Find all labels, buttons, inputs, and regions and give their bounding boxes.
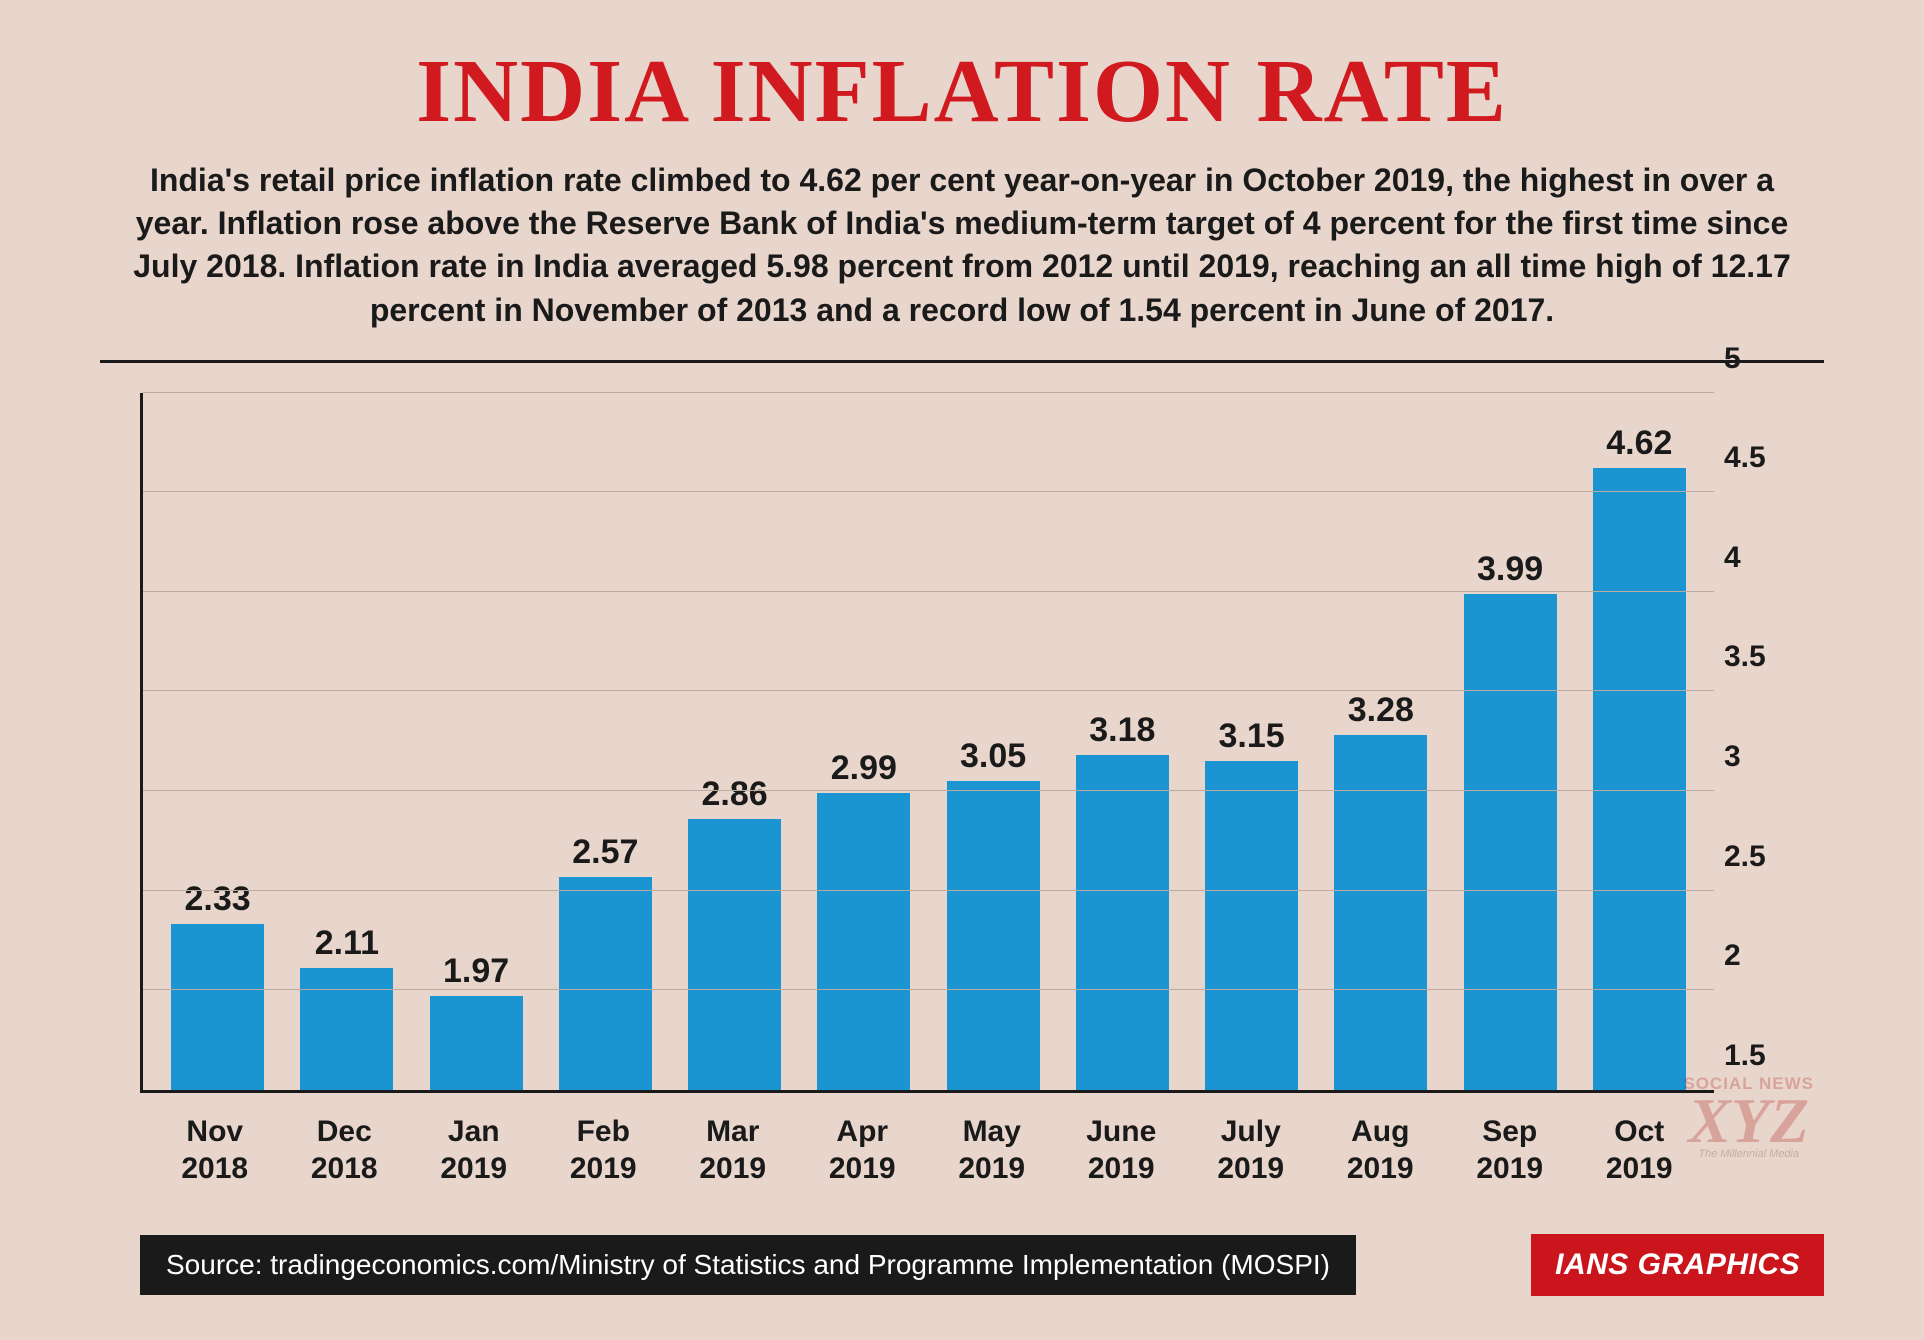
- bar-slot: 3.99: [1446, 393, 1575, 1090]
- bar-chart: 2.33 2.11 1.97 2.57 2.86 2.99 3.05 3.18 3.15 3.28…: [100, 383, 1824, 1203]
- bar-slot: 3.18: [1058, 393, 1187, 1090]
- gridline: [143, 890, 1714, 891]
- y-tick-label: 3: [1724, 740, 1784, 774]
- bar: 4.62: [1593, 468, 1686, 1089]
- x-tick-label: Dec2018: [280, 1103, 410, 1203]
- x-axis-labels: Nov2018Dec2018Jan2019Feb2019Mar2019Apr20…: [140, 1103, 1714, 1203]
- bar-slot: 2.86: [670, 393, 799, 1090]
- divider-line: [100, 360, 1824, 363]
- x-tick-label: Aug2019: [1316, 1103, 1446, 1203]
- gridline: [143, 591, 1714, 592]
- bar: 2.99: [817, 793, 910, 1090]
- x-tick-label: Nov2018: [150, 1103, 280, 1203]
- bar-value-label: 4.62: [1606, 424, 1672, 463]
- bar-slot: 2.11: [282, 393, 411, 1090]
- bar: 3.99: [1464, 594, 1557, 1090]
- bar-slot: 1.97: [412, 393, 541, 1090]
- gridline: [143, 790, 1714, 791]
- bar-value-label: 3.18: [1089, 711, 1155, 750]
- bar: 2.33: [171, 924, 264, 1089]
- y-tick-label: 4.5: [1724, 441, 1784, 475]
- page-title: INDIA INFLATION RATE: [100, 40, 1824, 143]
- bar-value-label: 2.86: [702, 775, 768, 814]
- bar-value-label: 2.57: [572, 833, 638, 872]
- subtitle-text: India's retail price inflation rate clim…: [100, 159, 1824, 332]
- y-tick-label: 1.5: [1724, 1039, 1784, 1073]
- bar-value-label: 1.97: [443, 952, 509, 991]
- x-tick-label: Oct2019: [1575, 1103, 1705, 1203]
- infographic-container: INDIA INFLATION RATE India's retail pric…: [0, 0, 1924, 1243]
- bar-slot: 4.62: [1575, 393, 1704, 1090]
- bar: 3.18: [1076, 755, 1169, 1090]
- bar-value-label: 3.15: [1219, 717, 1285, 756]
- x-tick-label: Jan2019: [409, 1103, 539, 1203]
- bar-slot: 2.99: [799, 393, 928, 1090]
- bar: 2.11: [300, 968, 393, 1089]
- bar: 2.86: [688, 819, 781, 1090]
- bars-group: 2.33 2.11 1.97 2.57 2.86 2.99 3.05 3.18 3.15 3.28…: [143, 393, 1714, 1090]
- y-tick-label: 2: [1724, 939, 1784, 973]
- x-tick-label: July2019: [1186, 1103, 1316, 1203]
- gridline: [143, 989, 1714, 990]
- brand-badge: IANS GRAPHICS: [1531, 1234, 1824, 1296]
- bar: 3.28: [1334, 735, 1427, 1089]
- plot-area: 2.33 2.11 1.97 2.57 2.86 2.99 3.05 3.18 3.15 3.28…: [140, 393, 1714, 1093]
- gridline: [143, 392, 1714, 393]
- bar-slot: 3.05: [929, 393, 1058, 1090]
- footer: Source: tradingeconomics.com/Ministry of…: [140, 1234, 1824, 1296]
- gridline: [143, 491, 1714, 492]
- bar-slot: 2.33: [153, 393, 282, 1090]
- x-tick-label: Apr2019: [798, 1103, 928, 1203]
- bar-value-label: 2.99: [831, 749, 897, 788]
- bar-value-label: 3.99: [1477, 550, 1543, 589]
- x-tick-label: June2019: [1057, 1103, 1187, 1203]
- y-tick-label: 3.5: [1724, 640, 1784, 674]
- bar-value-label: 3.05: [960, 737, 1026, 776]
- bar-slot: 2.57: [541, 393, 670, 1090]
- x-tick-label: Sep2019: [1445, 1103, 1575, 1203]
- bar-slot: 3.15: [1187, 393, 1316, 1090]
- bar-value-label: 2.11: [315, 924, 379, 963]
- bar: 2.57: [559, 877, 652, 1090]
- x-tick-label: May2019: [927, 1103, 1057, 1203]
- bar: 1.97: [430, 996, 523, 1090]
- x-tick-label: Feb2019: [539, 1103, 669, 1203]
- bar-value-label: 2.33: [185, 880, 251, 919]
- bar-value-label: 3.28: [1348, 691, 1414, 730]
- y-tick-label: 5: [1724, 342, 1784, 376]
- source-attribution: Source: tradingeconomics.com/Ministry of…: [140, 1235, 1356, 1295]
- x-tick-label: Mar2019: [668, 1103, 798, 1203]
- bar: 3.15: [1205, 761, 1298, 1090]
- y-tick-label: 4: [1724, 541, 1784, 575]
- bar-slot: 3.28: [1316, 393, 1445, 1090]
- bar: 3.05: [947, 781, 1040, 1090]
- gridline: [143, 690, 1714, 691]
- y-tick-label: 2.5: [1724, 840, 1784, 874]
